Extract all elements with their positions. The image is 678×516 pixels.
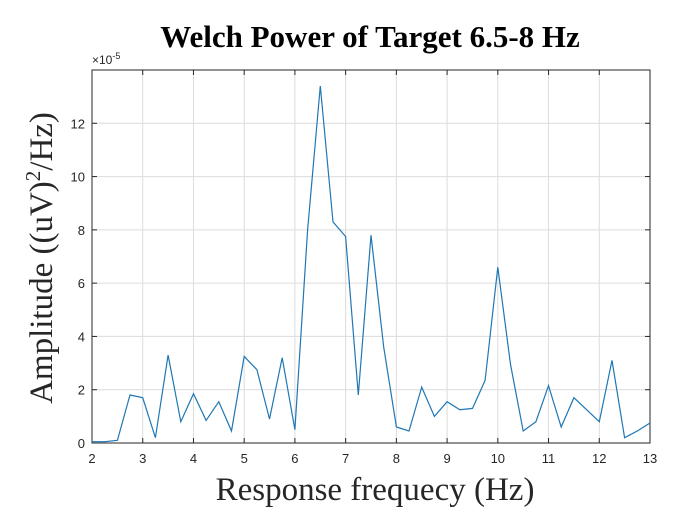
x-tick-label: 13 <box>643 451 657 466</box>
series-line <box>92 85 651 443</box>
x-tick-label: 9 <box>443 451 450 466</box>
y-axis-label: Amplitude ((uV)2/Hz) <box>21 112 60 404</box>
y-tick-label: 8 <box>78 223 85 238</box>
y-tick-label: 6 <box>78 276 85 291</box>
x-tick-label: 2 <box>88 451 95 466</box>
y-tick-label: 0 <box>78 436 85 451</box>
x-tick-label: 6 <box>291 451 298 466</box>
x-axis-label: Response frequecy (Hz) <box>216 472 535 508</box>
y-tick-label: 2 <box>78 383 85 398</box>
x-tick-label: 3 <box>139 451 146 466</box>
x-tick-label: 4 <box>190 451 197 466</box>
y-tick-label: 4 <box>78 329 85 344</box>
y-tick-label: 10 <box>71 170 85 185</box>
grid <box>91 70 651 444</box>
chart-title: Welch Power of Target 6.5-8 Hz <box>160 19 580 54</box>
axes <box>91 69 651 444</box>
series-layer <box>92 85 651 443</box>
x-tick-label: 11 <box>542 451 556 466</box>
plot-box <box>91 69 651 444</box>
x-tick-label: 10 <box>491 451 505 466</box>
x-tick-label: 5 <box>241 451 248 466</box>
x-tick-label: 8 <box>393 451 400 466</box>
x-tick-label: 7 <box>342 451 349 466</box>
y-tick-label: 12 <box>71 116 85 131</box>
y-exponent-label: ×10-5 <box>92 51 120 67</box>
x-tick-label: 12 <box>592 451 606 466</box>
